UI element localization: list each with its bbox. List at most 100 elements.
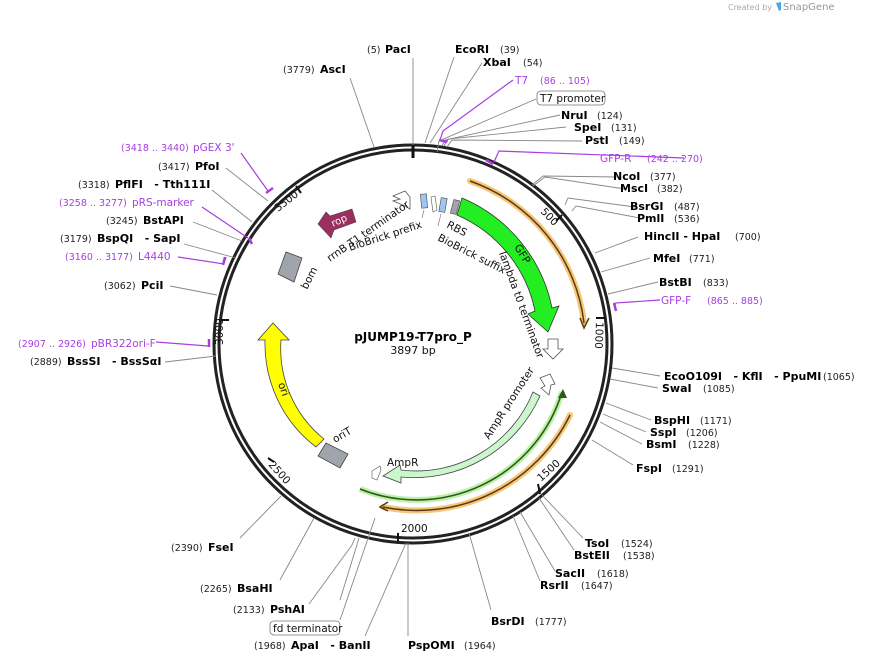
enzyme-eco0109i-kfli-ppumi[interactable]: EcoO109I - KflI - PpuMI — [664, 370, 821, 383]
enzyme-bsteii[interactable]: BstEII — [574, 549, 610, 562]
enzyme-pos-xbai[interactable]: (54) — [523, 58, 543, 69]
boxed-feature-fd-terminator[interactable]: fd terminator — [269, 517, 376, 636]
enzyme-mfei[interactable]: MfeI — [653, 252, 680, 265]
enzyme-pflfi-tth111i[interactable]: PflFI - Tth111I — [115, 178, 210, 191]
primer-labels: T7 (86 .. 105) GFP-R (242 .. 270) GFP-F … — [18, 75, 763, 350]
enzyme-pos-bsahi[interactable]: (2265) — [200, 584, 232, 595]
enzyme-labels: (5) PacI EcoRI (39) XbaI (54) NruI (124)… — [30, 43, 855, 652]
feature-ampr[interactable]: AmpR — [371, 391, 541, 484]
enzyme-asci[interactable]: AscI — [320, 63, 346, 76]
enzyme-bsrdi[interactable]: BsrDI — [491, 615, 525, 628]
enzyme-pos-sacii[interactable]: (1618) — [597, 569, 629, 580]
enzyme-ecori[interactable]: EcoRI — [455, 43, 489, 56]
enzyme-msci[interactable]: MscI — [620, 182, 648, 195]
enzyme-bstapi[interactable]: BstAPI — [143, 214, 184, 227]
enzyme-sspi[interactable]: SspI — [650, 426, 676, 439]
enzyme-pos-hincii-hpai[interactable]: (700) — [735, 232, 761, 243]
enzyme-bsmi[interactable]: BsmI — [646, 438, 677, 451]
feature-orit[interactable]: oriT — [317, 425, 354, 469]
feature-bom[interactable]: bom — [277, 251, 320, 291]
enzyme-fspi[interactable]: FspI — [636, 462, 662, 475]
enzyme-bstbi[interactable]: BstBI — [659, 276, 692, 289]
feature-rop[interactable]: rop — [317, 208, 357, 239]
enzyme-bsrgi[interactable]: BsrGI — [630, 200, 663, 213]
tick-label-3000: 3000 — [214, 318, 226, 345]
enzyme-pos-paci[interactable]: (5) — [367, 45, 380, 56]
enzyme-pos-bsteii[interactable]: (1538) — [623, 551, 655, 562]
enzyme-ncoi[interactable]: NcoI — [613, 170, 640, 183]
enzyme-bsahi[interactable]: BsaHI — [237, 582, 273, 595]
boxed-feature-t7-promoter[interactable]: T7 promoter — [436, 90, 606, 153]
enzyme-pos-bsssi[interactable]: (2889) — [30, 357, 62, 368]
enzyme-pos-ncoi[interactable]: (377) — [650, 172, 676, 183]
enzyme-sacii[interactable]: SacII — [555, 567, 585, 580]
enzyme-pos-msci[interactable]: (382) — [657, 184, 683, 195]
enzyme-bsphi[interactable]: BspHI — [654, 414, 690, 427]
primer-prs-marker[interactable]: pRS-marker — [132, 197, 195, 209]
enzyme-pos-sspi[interactable]: (1206) — [686, 428, 718, 439]
enzyme-pos-rsrii[interactable]: (1647) — [581, 581, 613, 592]
enzyme-tsoi[interactable]: TsoI — [585, 537, 609, 550]
enzyme-pfoi[interactable]: PfoI — [195, 160, 220, 173]
enzyme-pos-bsmi[interactable]: (1228) — [688, 440, 720, 451]
orf-arcs — [378, 178, 590, 514]
enzyme-xbai[interactable]: XbaI — [483, 56, 511, 69]
primer-l4440[interactable]: L4440 — [138, 251, 171, 263]
enzyme-pos-ecori[interactable]: (39) — [500, 45, 520, 56]
enzyme-pos-bsrgi[interactable]: (487) — [674, 202, 700, 213]
primer-gfp-f-range[interactable]: (865 .. 885) — [707, 296, 763, 307]
enzyme-pos-nrui[interactable]: (124) — [597, 111, 623, 122]
enzyme-pos-fspi[interactable]: (1291) — [672, 464, 704, 475]
enzyme-pcii[interactable]: PciI — [141, 279, 163, 292]
primer-gfp-r-range[interactable]: (242 .. 270) — [647, 154, 703, 165]
enzyme-fsei[interactable]: FseI — [208, 541, 234, 554]
enzyme-bspqi-sapi[interactable]: BspQI - SapI — [97, 232, 180, 245]
primer-pgex3-range[interactable]: (3418 .. 3440) — [121, 143, 189, 154]
enzyme-pos-fsei[interactable]: (2390) — [171, 543, 203, 554]
enzyme-leader-lines — [164, 56, 661, 637]
enzyme-spei[interactable]: SpeI — [574, 121, 601, 134]
enzyme-bsssi-bsssai[interactable]: BssSI - BssSαI — [67, 355, 161, 368]
enzyme-pos-spei[interactable]: (131) — [611, 123, 637, 134]
enzyme-pos-tsoi[interactable]: (1524) — [621, 539, 653, 550]
enzyme-pos-asci[interactable]: (3779) — [283, 65, 315, 76]
enzyme-apai-banii[interactable]: ApaI - BanII — [291, 639, 371, 652]
enzyme-pos-bstbi[interactable]: (833) — [703, 278, 729, 289]
enzyme-pos-eco0109i[interactable]: (1065) — [823, 372, 855, 383]
enzyme-pos-bsphi[interactable]: (1171) — [700, 416, 732, 427]
enzyme-rsrii[interactable]: RsrII — [540, 579, 569, 592]
primer-gfp-f[interactable]: GFP-F — [661, 295, 691, 307]
enzyme-pos-pflfi[interactable]: (3318) — [78, 180, 110, 191]
enzyme-paci[interactable]: PacI — [385, 43, 411, 56]
primer-t7-range[interactable]: (86 .. 105) — [540, 76, 590, 87]
enzyme-pshai[interactable]: PshAI — [270, 603, 305, 616]
enzyme-pspomi[interactable]: PspOMI — [408, 639, 455, 652]
primer-pbr322ori-f-range[interactable]: (2907 .. 2926) — [18, 339, 86, 350]
enzyme-pmli[interactable]: PmlI — [637, 212, 664, 225]
enzyme-pos-pspomi[interactable]: (1964) — [464, 641, 496, 652]
enzyme-pos-psti[interactable]: (149) — [619, 136, 645, 147]
enzyme-pos-apai[interactable]: (1968) — [254, 641, 286, 652]
enzyme-pos-bspqi[interactable]: (3179) — [60, 234, 92, 245]
t7-promoter-label: T7 promoter — [539, 93, 606, 105]
feature-small-terminator[interactable] — [430, 195, 438, 213]
enzyme-swai[interactable]: SwaI — [662, 382, 692, 395]
primer-pgex3[interactable]: pGEX 3' — [193, 142, 235, 154]
enzyme-nrui[interactable]: NruI — [561, 109, 588, 122]
enzyme-pos-mfei[interactable]: (771) — [689, 254, 715, 265]
enzyme-pos-bstapi[interactable]: (3245) — [106, 216, 138, 227]
enzyme-pos-pcii[interactable]: (3062) — [104, 281, 136, 292]
enzyme-pos-bsrdi[interactable]: (1777) — [535, 617, 567, 628]
primer-t7[interactable]: T7 — [514, 75, 528, 87]
feature-ori[interactable]: ori — [257, 322, 325, 448]
primer-prs-marker-range[interactable]: (3258 .. 3277) — [59, 198, 127, 209]
enzyme-pos-pmli[interactable]: (536) — [674, 214, 700, 225]
primer-l4440-range[interactable]: (3160 .. 3177) — [65, 252, 133, 263]
enzyme-hincii-hpai[interactable]: HincII - HpaI — [644, 230, 720, 243]
enzyme-pos-pshai[interactable]: (2133) — [233, 605, 265, 616]
enzyme-pos-pfoi[interactable]: (3417) — [158, 162, 190, 173]
enzyme-pos-swai[interactable]: (1085) — [703, 384, 735, 395]
primer-gfp-r[interactable]: GFP-R — [600, 153, 631, 165]
primer-pbr322ori-f[interactable]: pBR322ori-F — [91, 338, 156, 350]
enzyme-psti[interactable]: PstI — [585, 134, 609, 147]
